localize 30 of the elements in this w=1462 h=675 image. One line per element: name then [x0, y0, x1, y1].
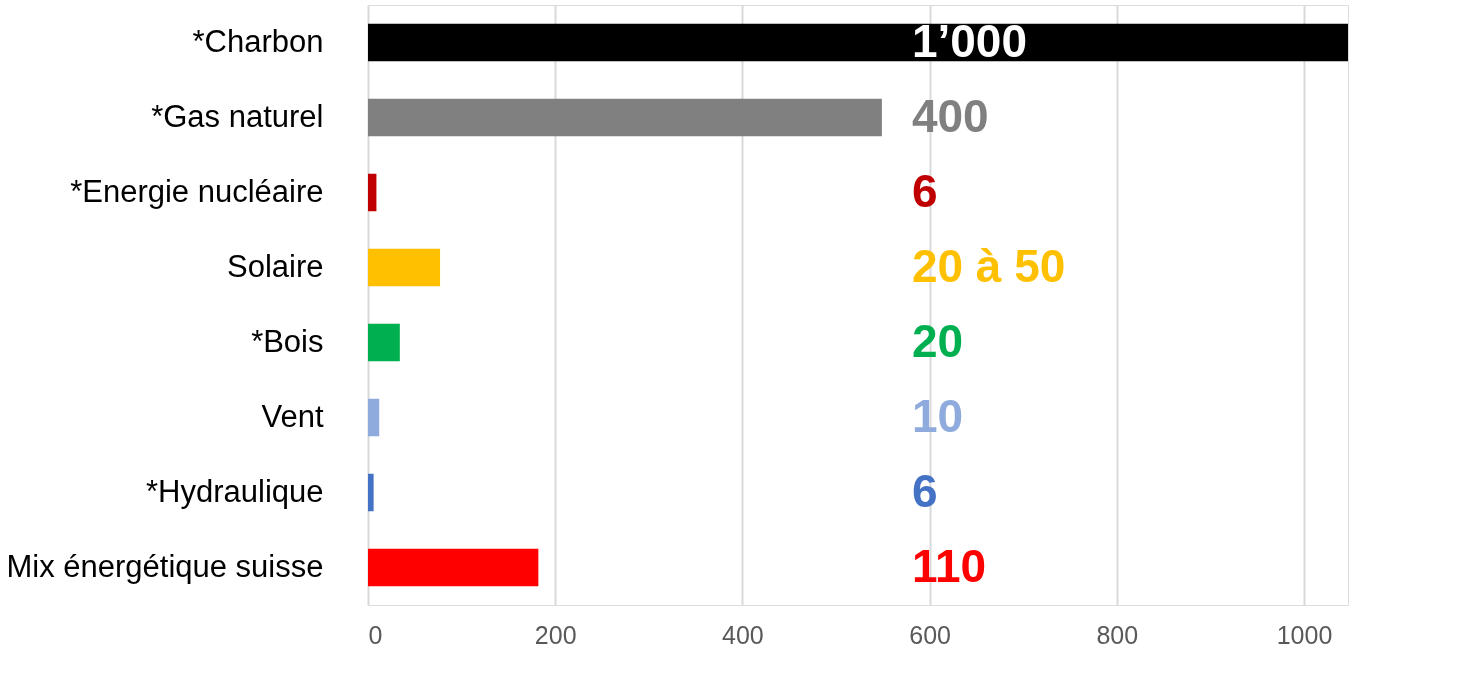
bar	[368, 473, 374, 512]
annotation: 400	[911, 89, 989, 142]
x-tick-label: 800	[1096, 620, 1139, 649]
x-tick-label: 400	[722, 620, 764, 649]
x-tick-label: 1000	[1276, 620, 1333, 649]
y-tick-label: Vent	[261, 398, 324, 434]
y-tick-label: *Bois	[251, 323, 324, 359]
bar	[368, 548, 539, 587]
annotation: 6	[911, 164, 938, 217]
bar	[368, 323, 400, 362]
x-tick-label: 200	[534, 620, 577, 649]
annotation: 110	[911, 539, 987, 592]
annotation: 20 à 50	[911, 239, 1066, 292]
y-tick-label: *Charbon	[192, 23, 324, 59]
annotation: 1’000	[911, 14, 1028, 67]
annotation: 6	[911, 464, 938, 517]
bar	[368, 23, 1348, 62]
bar	[368, 248, 441, 287]
bar	[368, 398, 380, 437]
y-tick-label: *Energie nucléaire	[70, 173, 324, 209]
x-tick-label: 600	[909, 620, 951, 649]
bar	[368, 173, 377, 212]
annotation: 20	[911, 314, 964, 367]
x-tick-label: 0	[368, 620, 383, 649]
y-tick-label: *Hydraulique	[146, 473, 324, 509]
y-tick-label: *Gas naturel	[151, 98, 324, 134]
y-tick-label: Mix énergétique suisse	[6, 548, 324, 584]
y-tick-label: Solaire	[227, 248, 324, 284]
annotation: 10	[911, 389, 964, 442]
bar	[368, 98, 882, 137]
